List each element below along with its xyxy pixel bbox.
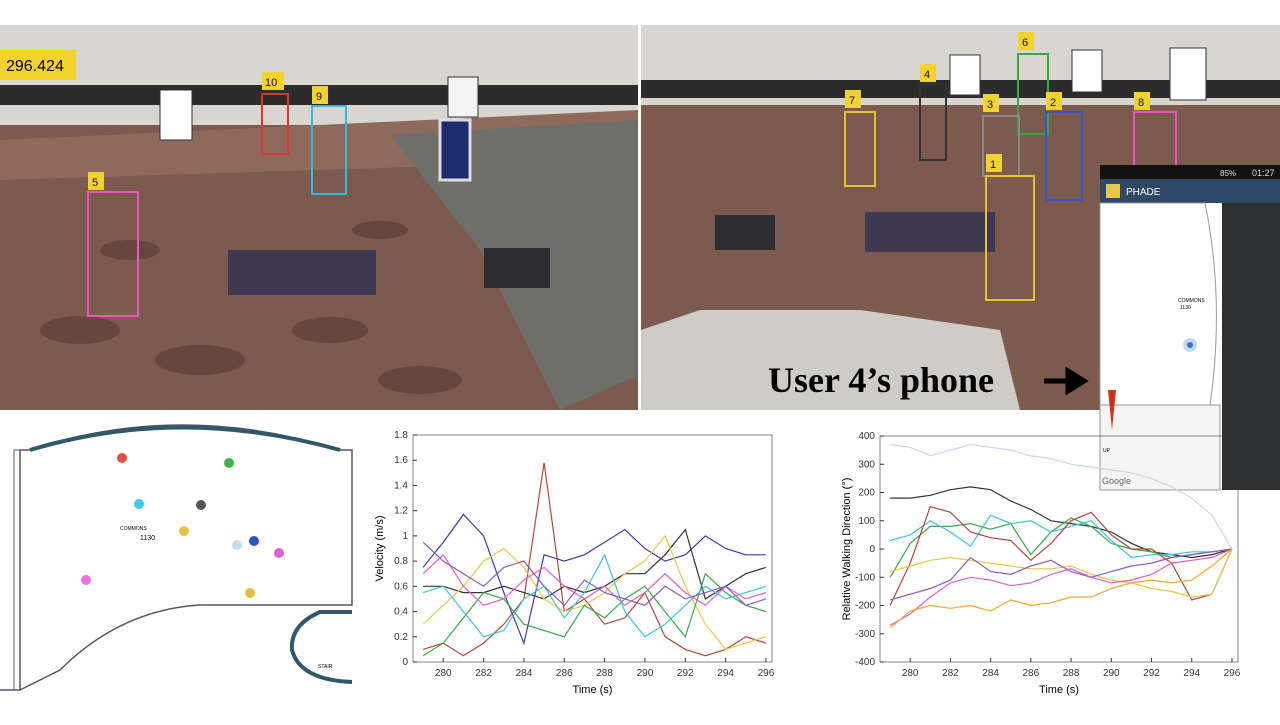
floor-plan: COMMONS 1130 STAIR — [0, 424, 353, 691]
phone-screen: 85% 01:27 PHADE COMMONS 1130 UP Google — [1099, 165, 1280, 491]
x-tick-label: 280 — [902, 668, 919, 679]
x-tick-label: 280 — [435, 668, 452, 679]
x-tick-label: 294 — [717, 668, 734, 679]
series-line — [889, 548, 1233, 629]
floor-plan-room: COMMONS — [120, 526, 147, 532]
series-line — [890, 443, 1233, 550]
y-tick-label: 0.6 — [394, 581, 408, 592]
y-tick-label: 200 — [858, 488, 875, 499]
track-id: 5 — [92, 177, 98, 189]
phone-battery: 85% — [1220, 169, 1236, 178]
x-tick-label: 284 — [982, 668, 999, 679]
track-box — [261, 93, 289, 155]
y-tick-label: 100 — [858, 516, 875, 527]
y-tick-label: -400 — [855, 657, 875, 668]
track-id: 3 — [987, 99, 993, 111]
series-line — [889, 514, 1233, 559]
x-axis-label: Time (s) — [573, 684, 613, 696]
track-box — [87, 191, 139, 317]
track-id: 6 — [1022, 37, 1028, 49]
app-title: PHADE — [1126, 187, 1161, 198]
y-tick-label: 400 — [858, 431, 875, 442]
y-tick-label: 300 — [858, 459, 875, 470]
y-tick-label: 0 — [869, 544, 875, 555]
series-line — [422, 553, 767, 638]
y-tick-label: -200 — [855, 601, 875, 612]
camera-view-left: 296.424 5 10 9 — [0, 25, 638, 410]
phone-stair: UP — [1103, 448, 1111, 454]
series-line — [423, 528, 767, 600]
caption-arrow — [1044, 366, 1089, 396]
x-tick-label: 288 — [596, 668, 613, 679]
x-tick-label: 290 — [1103, 668, 1120, 679]
x-axis-label: Time (s) — [1039, 684, 1079, 696]
y-tick-label: 0 — [402, 657, 408, 668]
y-axis-label: Velocity (m/s) — [374, 515, 386, 581]
y-tick-label: 0.8 — [394, 556, 408, 567]
track-id: 9 — [316, 91, 322, 103]
plot-frame — [412, 434, 773, 663]
track-id: 7 — [849, 95, 855, 107]
series-line — [422, 534, 767, 651]
track-box — [311, 105, 347, 195]
timestamp: 296.424 — [6, 58, 64, 75]
series-line — [889, 548, 1233, 601]
x-tick-label: 290 — [637, 668, 654, 679]
y-tick-label: -300 — [855, 629, 875, 640]
x-tick-label: 296 — [1224, 668, 1241, 679]
y-tick-label: 0.2 — [394, 632, 408, 643]
track-id: 4 — [924, 69, 930, 81]
series-line — [422, 553, 767, 607]
x-tick-label: 288 — [1063, 668, 1080, 679]
x-tick-label: 292 — [677, 668, 694, 679]
track-id: 2 — [1050, 97, 1056, 109]
map-credit: Google — [1102, 476, 1131, 486]
y-tick-label: 1.2 — [394, 506, 408, 517]
y-tick-label: -100 — [855, 572, 875, 583]
y-tick-label: 0.4 — [394, 607, 408, 618]
series-line — [422, 541, 767, 607]
caption: User 4’s phone — [768, 360, 994, 400]
x-tick-label: 286 — [556, 668, 573, 679]
x-tick-label: 296 — [758, 668, 775, 679]
y-tick-label: 1.6 — [394, 455, 408, 466]
series-line — [890, 486, 1233, 559]
track-id: 8 — [1138, 97, 1144, 109]
series-line — [889, 548, 1233, 598]
phone-room-number: 1130 — [1180, 305, 1191, 311]
series-line — [889, 505, 1233, 606]
y-tick-label: 1 — [402, 531, 408, 542]
series-line — [889, 548, 1233, 626]
series-line — [422, 462, 767, 657]
phone-room: COMMONS — [1178, 298, 1205, 304]
series-line — [422, 513, 766, 646]
series-line — [422, 572, 767, 657]
floor-plan-stair: STAIR — [318, 664, 333, 670]
y-tick-label: 1.8 — [394, 430, 408, 441]
x-tick-label: 282 — [475, 668, 492, 679]
phone-clock: 01:27 — [1252, 168, 1275, 178]
x-tick-label: 292 — [1143, 668, 1160, 679]
x-tick-label: 286 — [1022, 668, 1039, 679]
track-id: 10 — [265, 77, 277, 89]
y-tick-label: 1.4 — [394, 480, 408, 491]
x-tick-label: 282 — [942, 668, 959, 679]
floor-plan-room-number: 1130 — [140, 535, 155, 542]
timestamp-box — [0, 50, 76, 80]
x-tick-label: 294 — [1183, 668, 1200, 679]
x-tick-label: 284 — [516, 668, 533, 679]
track-id: 1 — [990, 159, 996, 171]
y-axis-label: Relative Walking Direction (°) — [841, 478, 853, 621]
